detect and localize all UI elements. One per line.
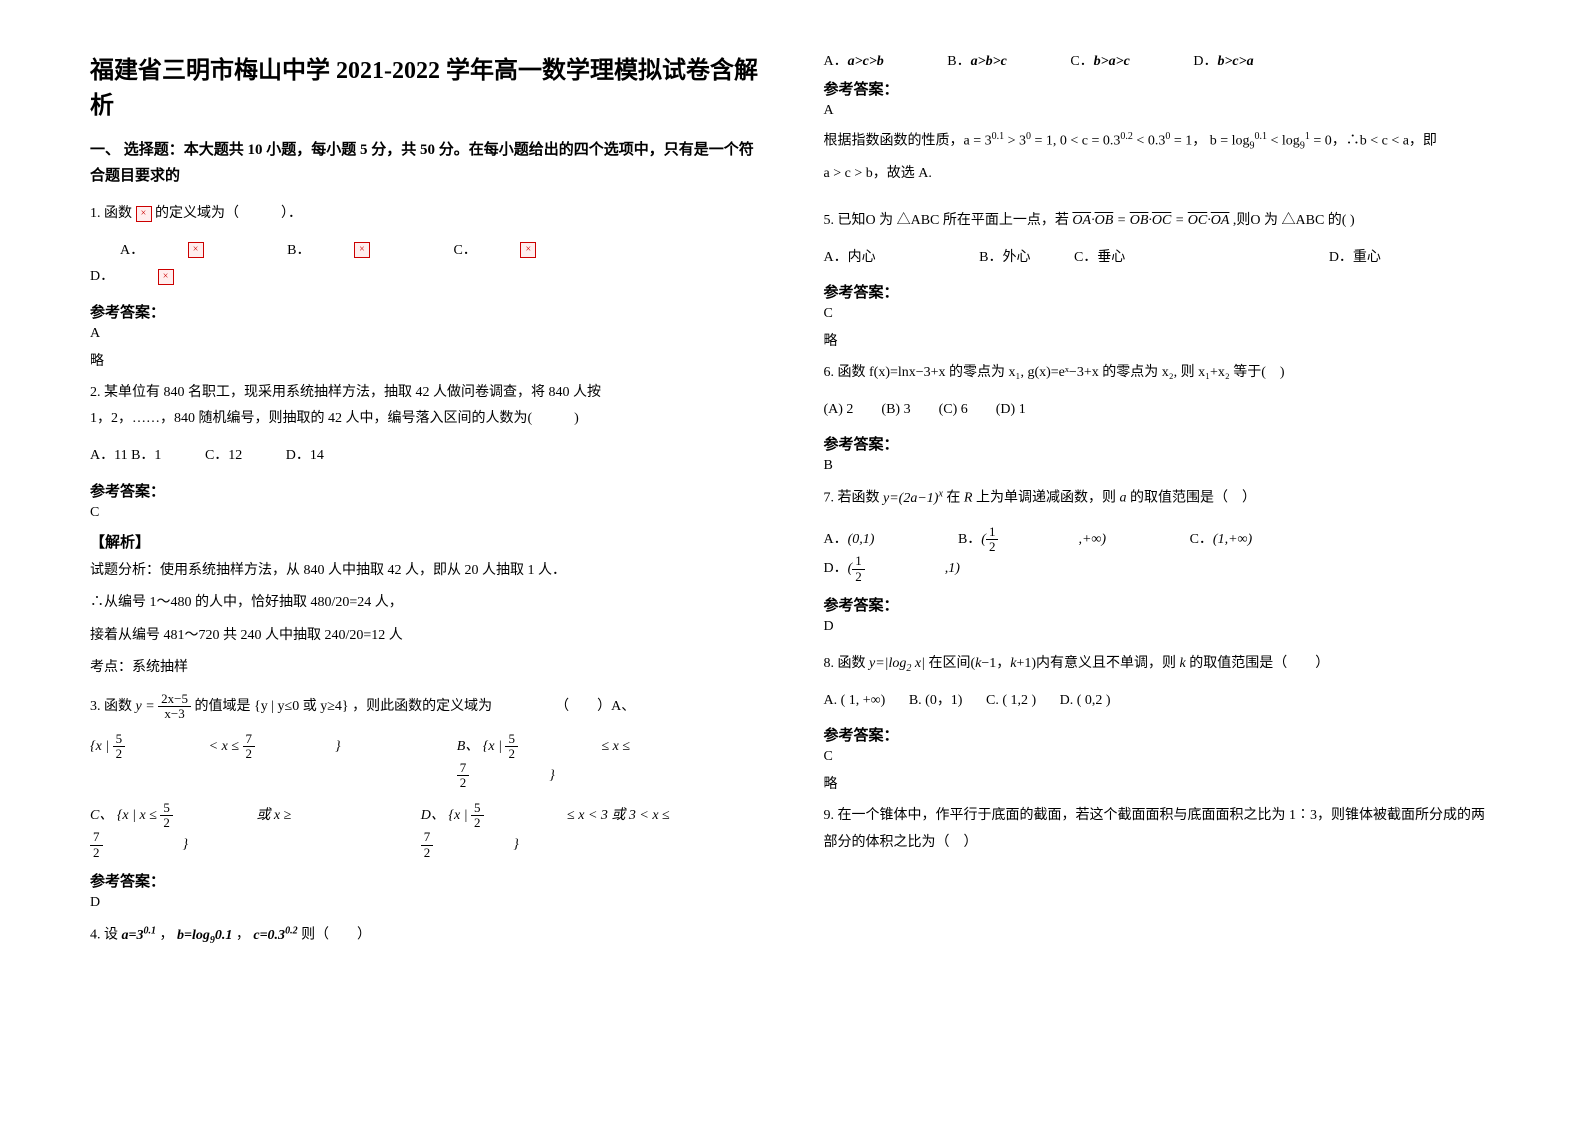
q7-optD: D．(12,1) (824, 554, 1000, 584)
q7-optC: C．(1,+∞) (1190, 527, 1293, 554)
q8-optA: A. ( 1, +∞) (824, 688, 886, 715)
q1-text: 1. 函数 (90, 206, 136, 221)
q2-text2: 1，2，……，840 随机编号，则抽取的 42 人中，编号落入区间的人数为( ) (90, 406, 764, 433)
q5-optB: B．外心 (979, 245, 1030, 272)
right-column: A．a>c>b B．a>b>c C．b>a>c D．b>c>a 参考答案： A … (794, 50, 1528, 1092)
missing-image-icon (136, 206, 152, 222)
question-1: 1. 函数 的定义域为（ ）． (90, 201, 764, 228)
q5-answer-label: 参考答案： (824, 281, 1498, 302)
q5-text2: ,则O 为 △ABC 的( ) (1233, 213, 1355, 228)
q2-a1: 试题分析：使用系统抽样方法，从 840 人中抽取 42 人，即从 20 人抽取 … (90, 558, 764, 585)
q8-brief: 略 (824, 773, 1498, 793)
q7-optB: B．(12,+∞) (958, 525, 1146, 555)
question-7: 7. 若函数 y=(2a−1)x 在 R 上为单调递减函数，则 a 的取值范围是… (824, 484, 1498, 512)
question-9: 9. 在一个锥体中，作平行于底面的截面，若这个截面面积与底面面积之比为 1∶3，… (824, 803, 1498, 856)
q8-optD: D. ( 0,2 ) (1060, 688, 1111, 715)
q1-answer: A (90, 326, 764, 342)
question-4-stem: 4. 设 a=30.1 ， b=log90.1 ， c=0.30.2 则（ ） (90, 921, 764, 949)
q5-brief: 略 (824, 330, 1498, 350)
q8-answer-label: 参考答案： (824, 724, 1498, 745)
q4-exp1: 根据指数函数的性质，a = 30.1 > 30 = 1, 0 < c = 0.3… (824, 127, 1498, 155)
question-5: 5. 已知O 为 △ABC 所在平面上一点，若 OA·OB = OB·OC = … (824, 208, 1498, 235)
q8-options: A. ( 1, +∞) B. (0，1) C. ( 1,2 ) D. ( 0,2… (824, 688, 1498, 715)
q2-a2: ∴从编号 1～480 的人中，恰好抽取 480/20=24 人， (90, 590, 764, 617)
q7-optA: A．(0,1) (824, 527, 915, 554)
q2-optB: B．1 (131, 443, 161, 470)
q3-optB-val: B、 {x | 52 ≤ x ≤ 72} (457, 732, 724, 791)
q4-optC: C．b>a>c (1070, 50, 1130, 70)
section-1-header: 一、 选择题：本大题共 10 小题，每小题 5 分，共 50 分。在每小题给出的… (90, 138, 764, 189)
q4-optA: A．a>c>b (824, 50, 884, 70)
q2-answer: C (90, 505, 764, 521)
q3-func: y = 2x−5x−3 (136, 699, 192, 714)
left-column: 福建省三明市梅山中学 2021-2022 学年高一数学理模拟试卷含解析 一、 选… (60, 50, 794, 1092)
question-8: 8. 函数 y=|log2 x| 在区间(k−1，k+1)内有意义且不单调，则 … (824, 651, 1498, 678)
q5-text: 5. 已知O 为 △ABC 所在平面上一点，若 (824, 213, 1073, 228)
question-2: 2. 某单位有 840 名职工，现采用系统抽样方法，抽取 42 人做问卷调查，将… (90, 380, 764, 433)
q2-a4: 考点：系统抽样 (90, 655, 764, 682)
q3-optC-val: C、 {x | x ≤ 52 或 x ≥ 72} (90, 801, 381, 860)
q2-text: 2. 某单位有 840 名职工，现采用系统抽样方法，抽取 42 人做问卷调查，将… (90, 380, 764, 407)
q2-options: A．11 B．1 C．12 D．14 (90, 443, 764, 470)
missing-image-icon (520, 242, 536, 258)
q3-options-row2: C、 {x | x ≤ 52 或 x ≥ 72} D、 {x | 52 ≤ x … (90, 801, 764, 860)
q1-optD: D． (90, 264, 114, 291)
missing-image-icon (158, 269, 174, 285)
q5-options: A．内心 B．外心 C．垂心 D．重心 (824, 245, 1498, 272)
q3-optA-val: {x | 52 < x ≤ 72} (90, 732, 417, 791)
q2-optD: D．14 (286, 443, 324, 470)
q8-answer: C (824, 749, 1498, 765)
q7-answer: D (824, 619, 1498, 635)
q1-answer-label: 参考答案： (90, 301, 764, 322)
q8-optB: B. (0，1) (909, 688, 963, 715)
q2-analysis-label: 【解析】 (90, 531, 764, 552)
q5-vec: OA·OB = OB·OC = OC·OA (1072, 213, 1229, 228)
q5-optC: C．垂心 (1074, 245, 1125, 272)
q6-answer: B (824, 458, 1498, 474)
question-6: 6. 函数 f(x)=lnx−3+x 的零点为 x₁, g(x)=eˣ−3+x … (824, 360, 1498, 387)
q1-options: A． B． C． D． (90, 238, 764, 291)
q3-answer: D (90, 895, 764, 911)
q2-optC: C．12 (205, 443, 242, 470)
q4-optB: B．a>b>c (947, 50, 1007, 70)
missing-image-icon (188, 242, 204, 258)
question-3: 3. 函数 y = 2x−5x−3 的值域是 {y | y≤0 或 y≥4} ，… (90, 692, 764, 722)
missing-image-icon (354, 242, 370, 258)
q3-optD-val: D、 {x | 52 ≤ x < 3 或 3 < x ≤ 72} (421, 801, 724, 860)
q3-pre: 3. 函数 (90, 699, 136, 714)
q2-a3: 接着从编号 481～720 共 240 人中抽取 240/20=12 人 (90, 623, 764, 650)
q5-answer: C (824, 306, 1498, 322)
q3-options-row1: {x | 52 < x ≤ 72} B、 {x | 52 ≤ x ≤ 72} (90, 732, 764, 791)
q1-optB: B． (287, 238, 310, 265)
q7-options: A．(0,1) B．(12,+∞) C．(1,+∞) D．(12,1) (824, 525, 1498, 584)
q6-options: (A) 2 (B) 3 (C) 6 (D) 1 (824, 397, 1498, 424)
q4-optD: D．b>c>a (1193, 50, 1253, 70)
q2-optA: A．11 (90, 443, 128, 470)
q2-answer-label: 参考答案： (90, 480, 764, 501)
q8-optC: C. ( 1,2 ) (986, 688, 1036, 715)
q4-options: A．a>c>b B．a>b>c C．b>a>c D．b>c>a (824, 50, 1498, 70)
q4-exp2: a > c > b，故选 A. (824, 161, 1498, 188)
q1-optA: A． (120, 238, 144, 265)
q1-brief: 略 (90, 350, 764, 370)
q1-text2: 的定义域为（ ）． (155, 206, 302, 221)
q1-optC: C． (453, 238, 476, 265)
q4-answer-label: 参考答案： (824, 78, 1498, 99)
q4-answer: A (824, 103, 1498, 119)
q3-answer-label: 参考答案： (90, 870, 764, 891)
document-title: 福建省三明市梅山中学 2021-2022 学年高一数学理模拟试卷含解析 (90, 50, 764, 120)
q7-answer-label: 参考答案： (824, 594, 1498, 615)
q3-mid: 的值域是 {y | y≤0 或 y≥4} ，则此函数的定义域为 （ ）A、 (195, 699, 636, 714)
q5-optD: D．重心 (1329, 245, 1381, 272)
q5-optA: A．内心 (824, 245, 876, 272)
q6-answer-label: 参考答案： (824, 433, 1498, 454)
